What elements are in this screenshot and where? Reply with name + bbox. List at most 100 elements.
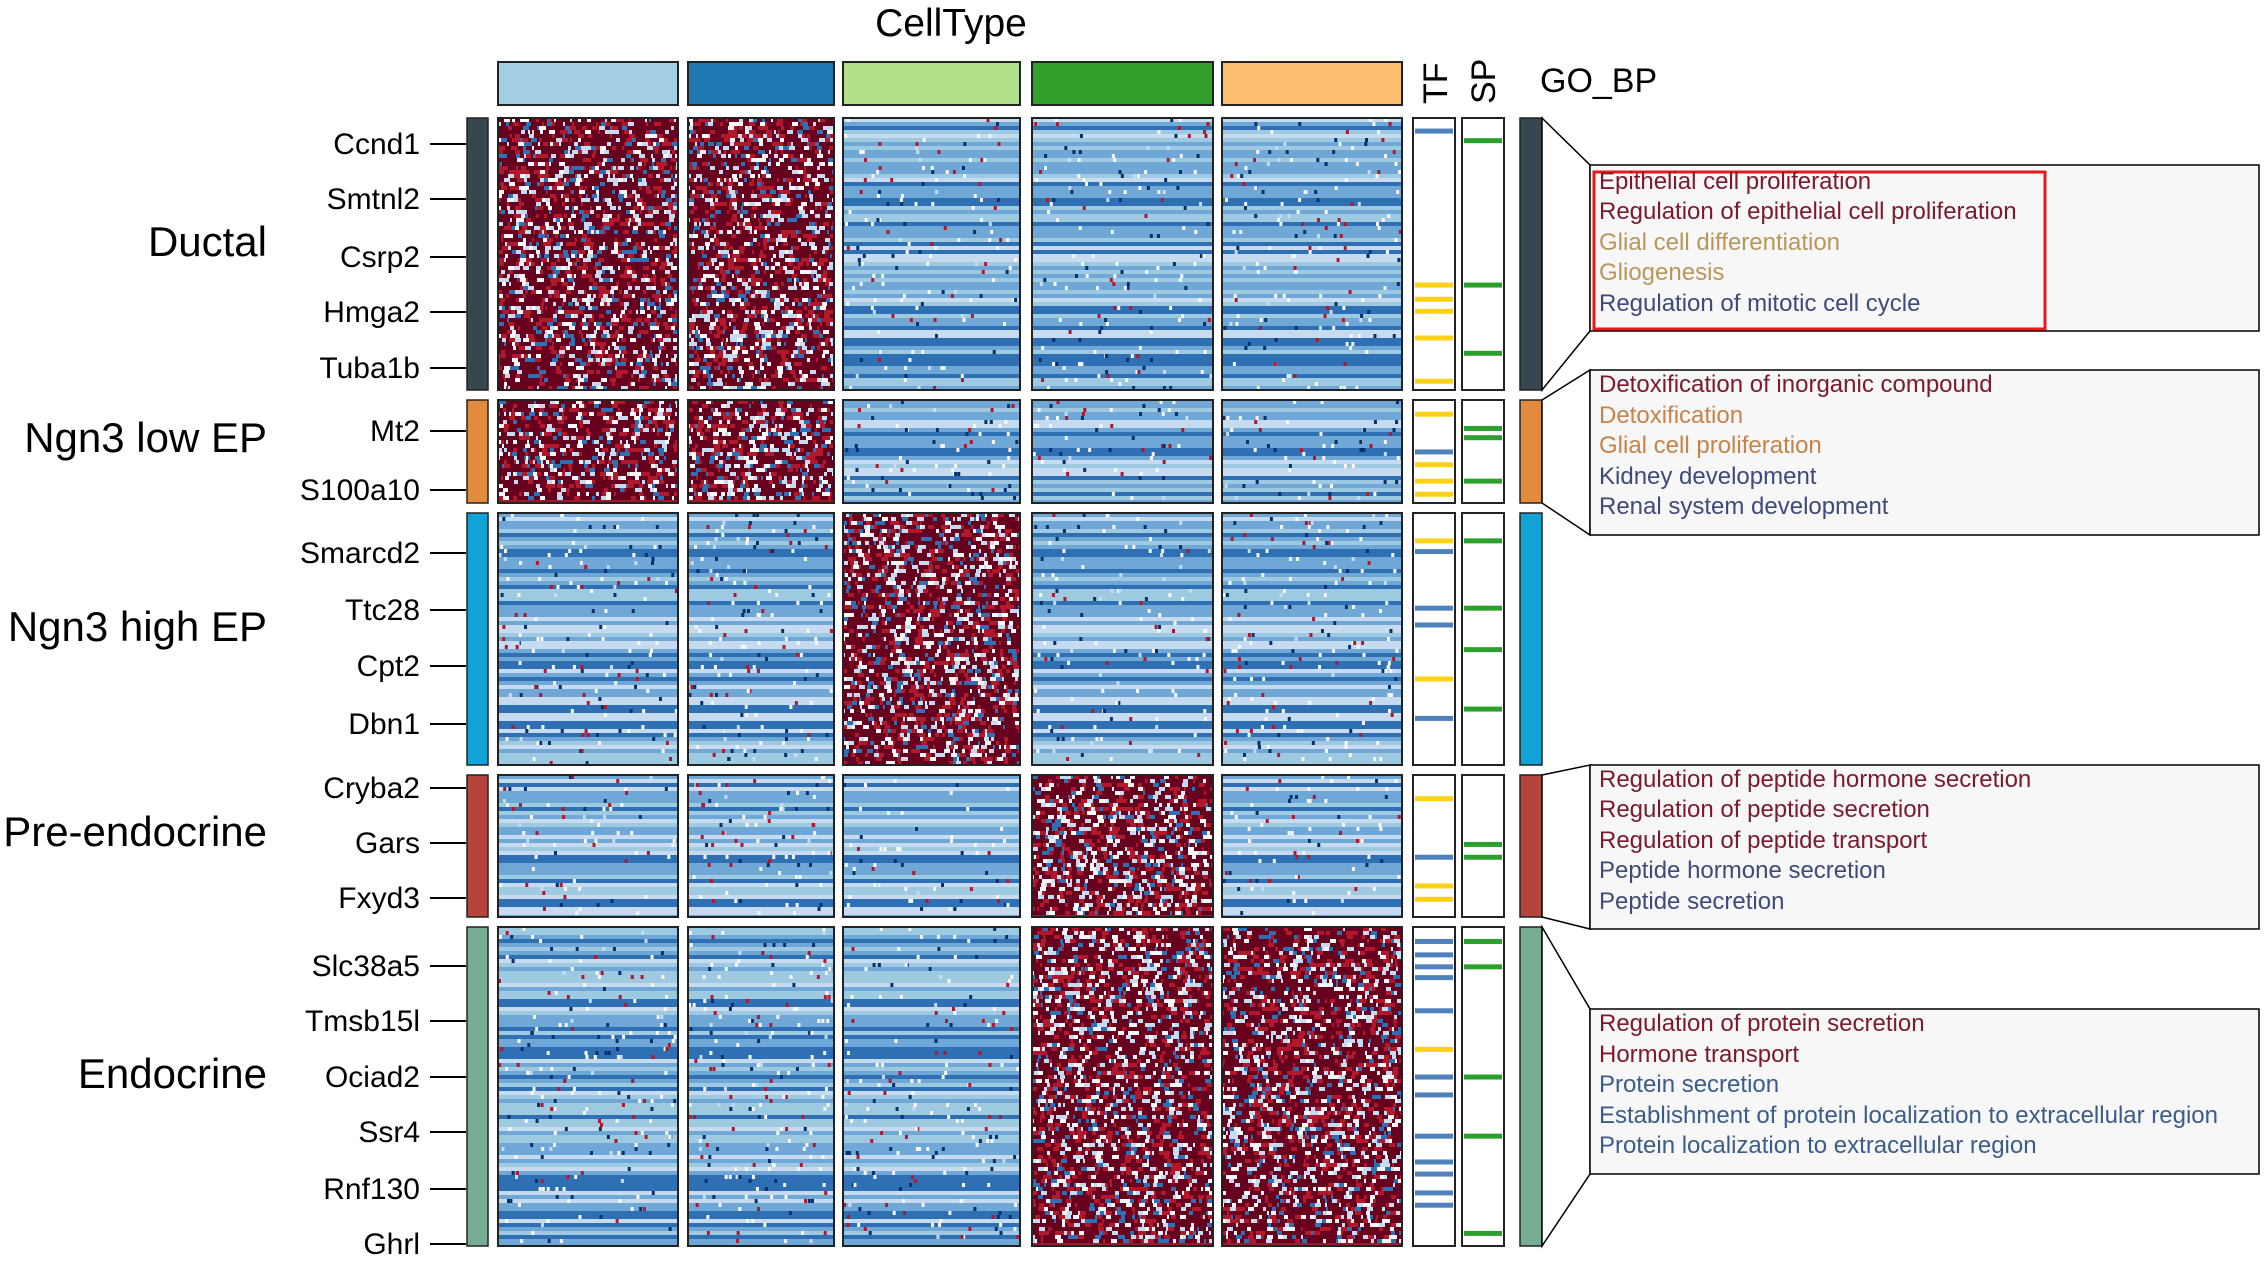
heatmap-cell bbox=[611, 118, 616, 122]
heatmap-cell bbox=[729, 250, 733, 254]
heatmap-cell bbox=[568, 130, 572, 134]
heatmap-cell bbox=[714, 238, 719, 242]
heatmap-cell bbox=[646, 290, 651, 294]
heatmap-cell bbox=[570, 258, 573, 262]
heatmap-cell bbox=[785, 310, 788, 314]
heatmap-cell bbox=[596, 118, 600, 122]
heatmap-cell bbox=[715, 198, 718, 202]
heatmap-cell bbox=[674, 354, 677, 358]
heatmap-cell bbox=[532, 146, 534, 150]
heatmap-cell bbox=[555, 310, 558, 314]
heatmap-cell bbox=[824, 314, 830, 318]
heatmap-cell bbox=[568, 310, 571, 314]
heatmap-cell bbox=[813, 194, 818, 198]
heatmap-cell bbox=[610, 282, 616, 286]
heatmap-cell bbox=[614, 246, 618, 250]
heatmap-cell bbox=[622, 246, 627, 250]
heatmap-cell bbox=[611, 130, 614, 134]
heatmap-cell bbox=[521, 206, 526, 210]
heatmap-cell bbox=[608, 250, 611, 254]
heatmap-cell bbox=[578, 250, 581, 254]
heatmap-cell bbox=[633, 290, 637, 294]
heatmap-cell bbox=[576, 242, 581, 246]
heatmap-cell bbox=[650, 298, 655, 302]
heatmap-cell bbox=[828, 306, 833, 310]
heatmap-cell bbox=[699, 290, 701, 294]
heatmap-cell bbox=[537, 134, 542, 138]
heatmap-cell bbox=[517, 214, 521, 218]
heatmap-cell bbox=[519, 386, 523, 390]
heatmap-cell bbox=[596, 310, 602, 314]
heatmap-cell bbox=[623, 382, 629, 386]
heatmap-cell bbox=[771, 170, 773, 174]
heatmap-cell bbox=[509, 182, 515, 186]
heatmap-cell bbox=[663, 290, 667, 294]
heatmap-cell bbox=[653, 338, 655, 342]
heatmap-cell bbox=[572, 122, 574, 126]
heatmap-cell bbox=[696, 318, 698, 322]
heatmap-cell bbox=[639, 242, 641, 246]
heatmap-cell bbox=[572, 138, 578, 142]
heatmap-cell bbox=[826, 278, 831, 282]
heatmap-cell bbox=[539, 258, 541, 262]
heatmap-cell bbox=[600, 202, 603, 206]
heatmap-cell bbox=[616, 234, 619, 238]
heatmap-cell bbox=[603, 214, 608, 218]
heatmap-cell bbox=[737, 222, 739, 226]
heatmap-cell bbox=[715, 134, 721, 138]
heatmap-cell bbox=[528, 130, 530, 134]
heatmap-cell bbox=[773, 118, 777, 122]
heatmap-cell bbox=[544, 274, 548, 278]
heatmap-cell bbox=[811, 194, 813, 198]
heatmap-cell bbox=[655, 302, 659, 306]
heatmap-cell bbox=[537, 138, 539, 142]
heatmap-cell bbox=[724, 246, 727, 250]
heatmap-cell bbox=[545, 314, 549, 318]
heatmap-cell bbox=[560, 242, 563, 246]
heatmap-cell bbox=[722, 258, 724, 262]
heatmap-cell bbox=[569, 198, 571, 202]
heatmap-cell bbox=[761, 158, 766, 162]
heatmap-cell bbox=[718, 250, 720, 254]
heatmap-cell bbox=[584, 174, 588, 178]
heatmap-cell bbox=[710, 230, 716, 234]
heatmap-cell bbox=[618, 178, 623, 182]
heatmap-cell bbox=[553, 142, 556, 146]
heatmap-cell bbox=[787, 142, 791, 146]
heatmap-cell bbox=[516, 386, 519, 390]
heatmap-cell bbox=[690, 266, 695, 270]
heatmap-cell bbox=[632, 158, 634, 162]
heatmap-cell bbox=[599, 126, 605, 130]
heatmap-cell bbox=[576, 274, 581, 278]
heatmap-cell bbox=[583, 230, 587, 234]
heatmap-cell bbox=[606, 190, 612, 194]
heatmap-cell bbox=[570, 358, 575, 362]
heatmap-cell bbox=[654, 318, 657, 322]
heatmap-cell bbox=[614, 350, 619, 354]
heatmap-cell bbox=[554, 290, 559, 294]
heatmap-cell bbox=[662, 330, 665, 334]
heatmap-cell bbox=[675, 186, 678, 190]
heatmap-cell bbox=[563, 386, 568, 390]
heatmap-cell bbox=[688, 138, 694, 142]
heatmap-cell bbox=[819, 258, 825, 262]
heatmap-cell bbox=[645, 138, 650, 142]
heatmap-cell bbox=[828, 286, 830, 290]
heatmap-cell bbox=[764, 270, 766, 274]
heatmap-cell bbox=[612, 146, 616, 150]
heatmap-cell bbox=[788, 234, 791, 238]
heatmap-cell bbox=[500, 298, 505, 302]
heatmap-cell bbox=[633, 350, 638, 354]
heatmap-cell bbox=[569, 234, 575, 238]
heatmap-cell bbox=[688, 158, 693, 162]
heatmap-cell bbox=[774, 126, 778, 130]
heatmap-cell bbox=[588, 178, 591, 182]
heatmap-cell bbox=[768, 314, 774, 318]
heatmap-cell bbox=[548, 334, 552, 338]
heatmap-cell bbox=[510, 366, 514, 370]
heatmap-cell bbox=[671, 286, 673, 290]
heatmap-cell bbox=[696, 146, 698, 150]
heatmap-cell bbox=[661, 194, 665, 198]
heatmap-cell bbox=[537, 254, 539, 258]
heatmap-cell bbox=[601, 298, 606, 302]
